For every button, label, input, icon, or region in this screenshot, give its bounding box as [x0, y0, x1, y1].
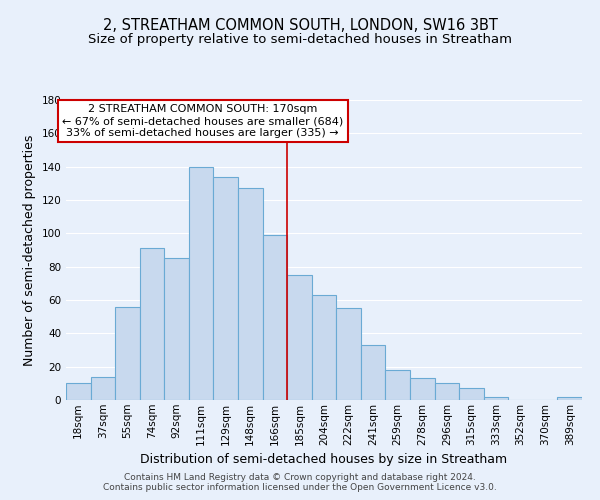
Text: 2 STREATHAM COMMON SOUTH: 170sqm
← 67% of semi-detached houses are smaller (684): 2 STREATHAM COMMON SOUTH: 170sqm ← 67% o… — [62, 104, 343, 138]
Bar — [263, 235, 287, 400]
Bar — [312, 295, 336, 400]
Bar — [91, 376, 115, 400]
Bar — [434, 384, 459, 400]
Bar — [238, 188, 263, 400]
Bar — [189, 166, 214, 400]
Y-axis label: Number of semi-detached properties: Number of semi-detached properties — [23, 134, 36, 366]
Bar — [164, 258, 189, 400]
Bar — [385, 370, 410, 400]
Bar — [484, 396, 508, 400]
Text: Size of property relative to semi-detached houses in Streatham: Size of property relative to semi-detach… — [88, 32, 512, 46]
Bar — [361, 345, 385, 400]
Bar — [557, 396, 582, 400]
Bar — [66, 384, 91, 400]
Bar — [410, 378, 434, 400]
Bar — [140, 248, 164, 400]
Text: Contains HM Land Registry data © Crown copyright and database right 2024.
Contai: Contains HM Land Registry data © Crown c… — [103, 473, 497, 492]
X-axis label: Distribution of semi-detached houses by size in Streatham: Distribution of semi-detached houses by … — [140, 453, 508, 466]
Bar — [115, 306, 140, 400]
Bar — [459, 388, 484, 400]
Bar — [336, 308, 361, 400]
Bar — [287, 275, 312, 400]
Bar — [214, 176, 238, 400]
Text: 2, STREATHAM COMMON SOUTH, LONDON, SW16 3BT: 2, STREATHAM COMMON SOUTH, LONDON, SW16 … — [103, 18, 497, 32]
